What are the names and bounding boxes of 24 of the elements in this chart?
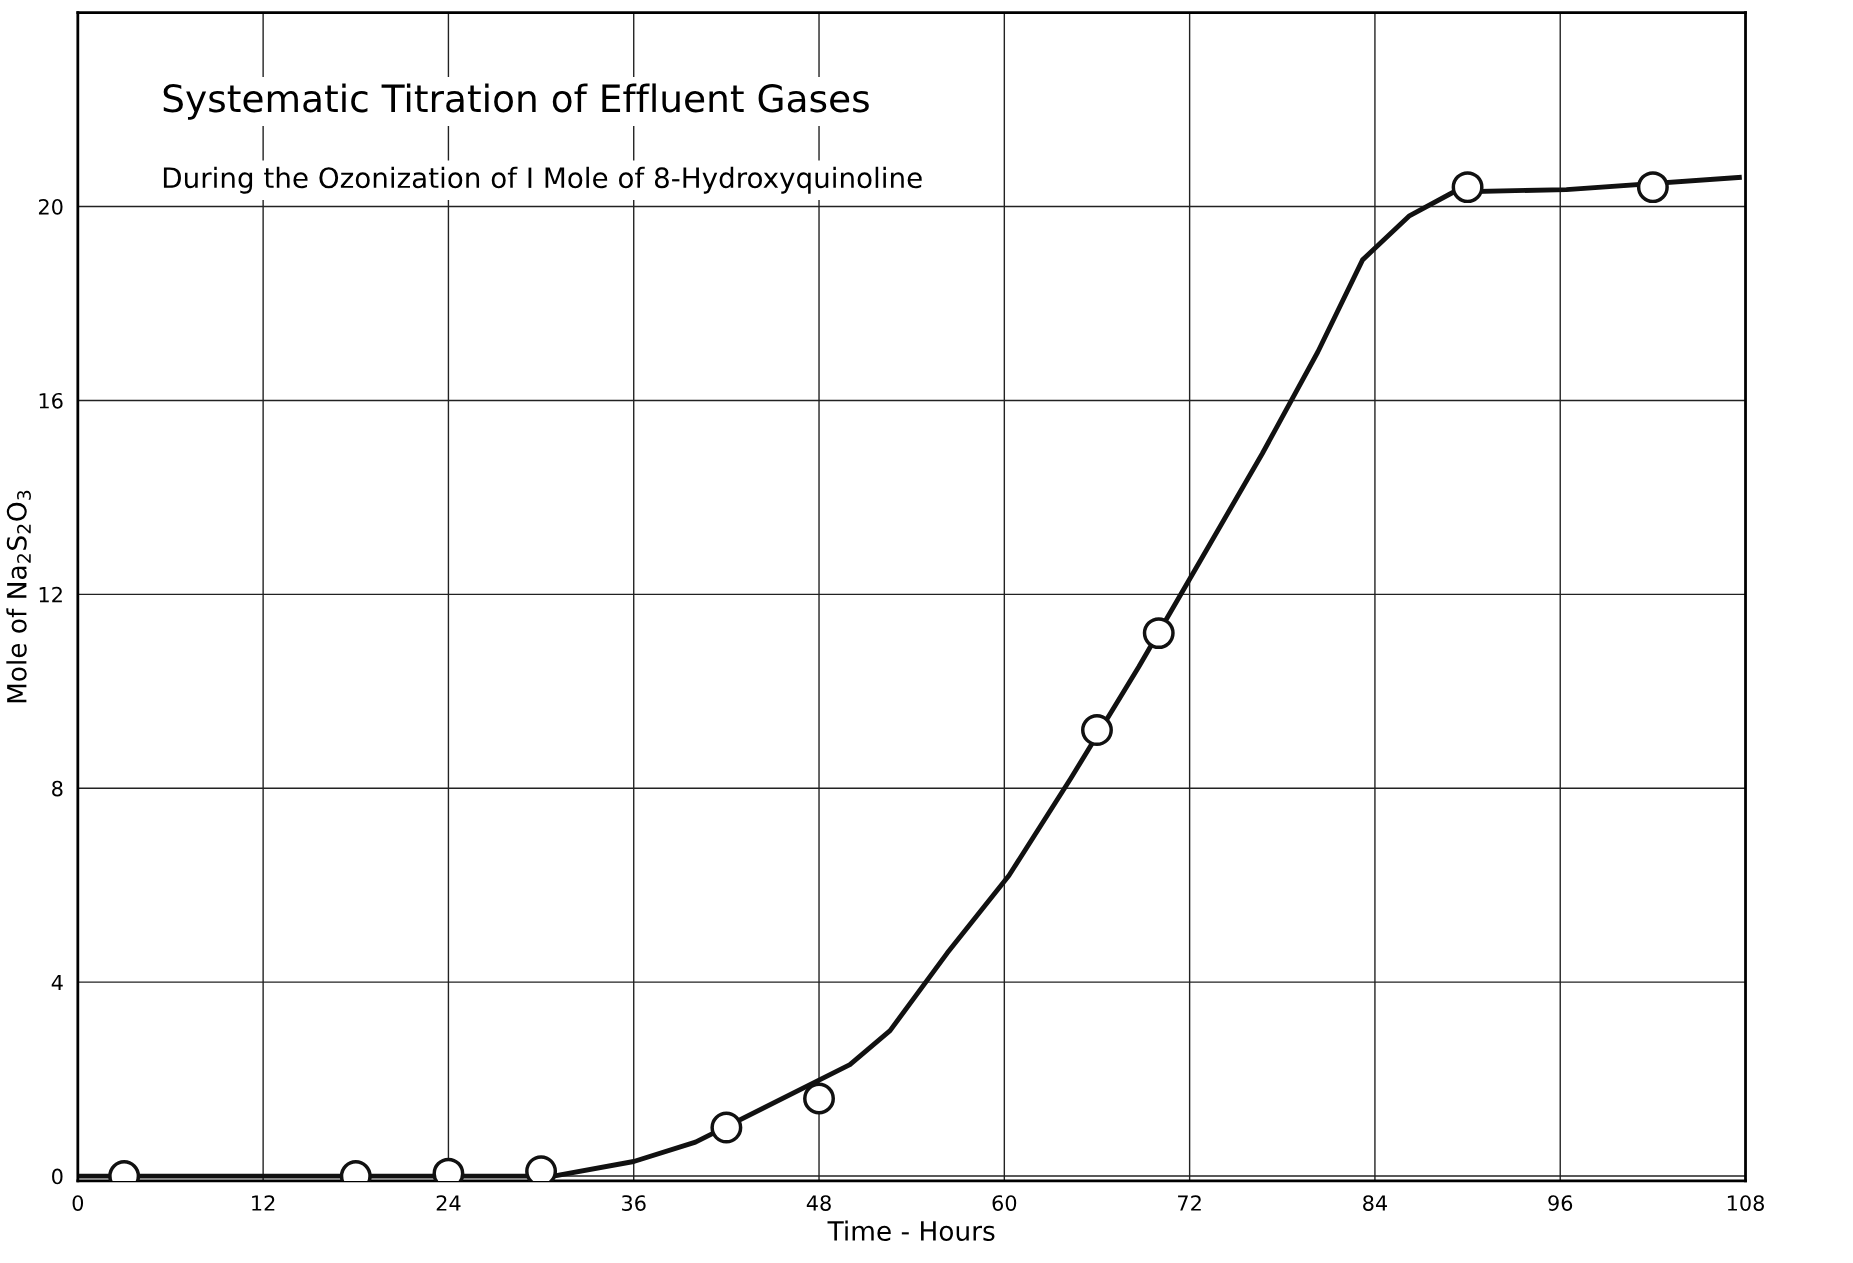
text: During the Ozonization of I Mole of 8-Hydroxyquinoline [163, 166, 922, 194]
x-tick-label: 48 [806, 1195, 831, 1211]
x-tick-label: 36 [622, 1195, 646, 1211]
y-tick-label: 16 [39, 392, 63, 409]
point [1451, 171, 1484, 204]
y-tick-label: 8 [52, 780, 63, 797]
y-tick-label: 12 [39, 586, 62, 603]
y-tick-label: 4 [51, 974, 63, 991]
point [1081, 714, 1113, 747]
y-axis-title: Mole of Na$_{2}$S$_{2}$O$_{3}$ [6, 490, 31, 703]
x-tick-label: 72 [1178, 1195, 1201, 1211]
x-tick-label: 0 [72, 1195, 84, 1211]
x-tick-label: 60 [992, 1195, 1017, 1211]
point [1142, 617, 1175, 650]
x-tick-label: 84 [1363, 1195, 1388, 1211]
x-tick-label: 96 [1548, 1195, 1573, 1211]
point [1636, 171, 1669, 204]
x-tick-label: 24 [436, 1195, 461, 1211]
x-axis-title: Time - Hours [827, 1220, 995, 1241]
y-tick-label: 20 [38, 198, 63, 215]
x-tick-label: 108 [1727, 1195, 1764, 1211]
x-tick-label: 12 [252, 1195, 275, 1211]
text: Systematic Titration of Effluent Gases [163, 83, 869, 120]
y-tick-label: 0 [52, 1168, 63, 1185]
